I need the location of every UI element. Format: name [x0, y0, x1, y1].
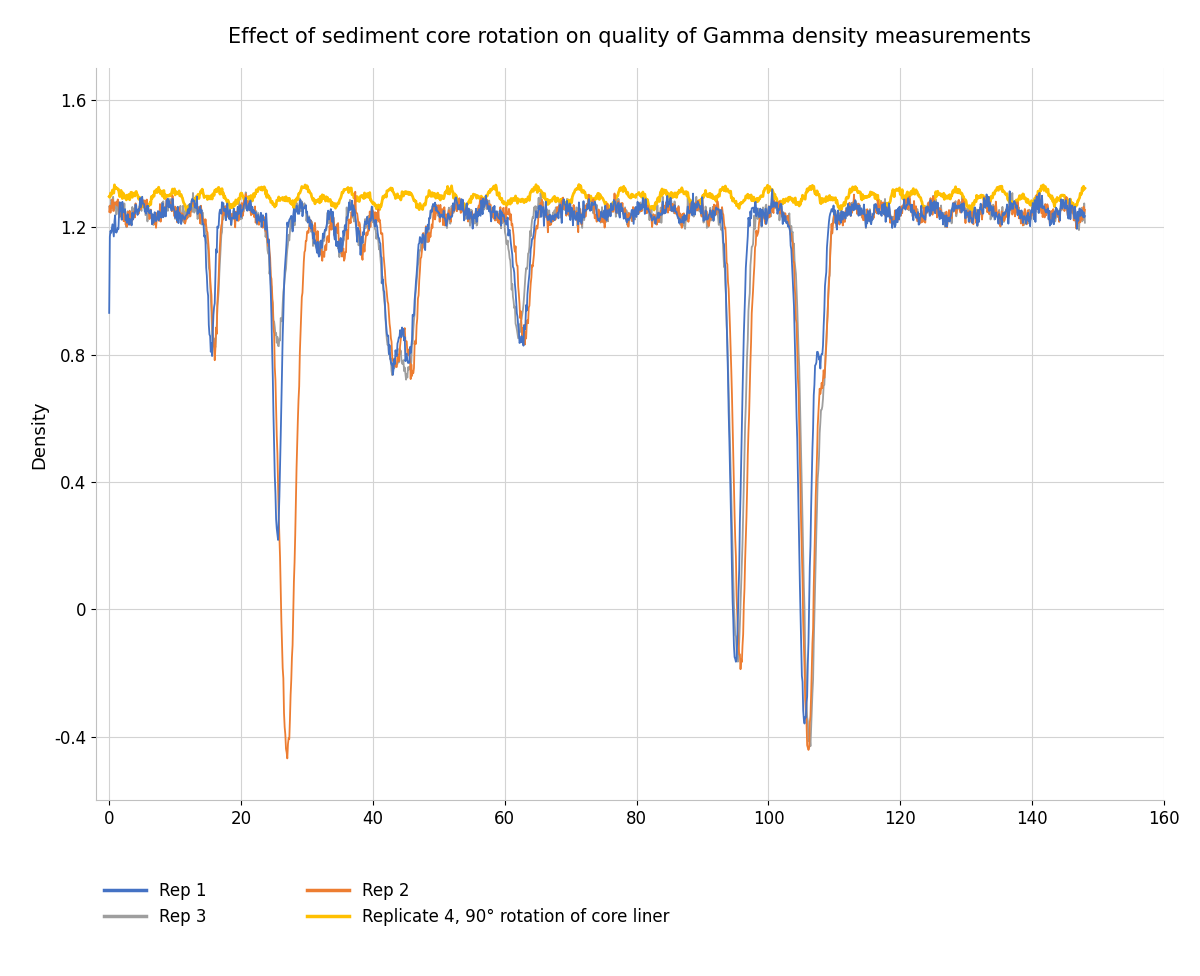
Legend: Rep 1, Rep 3, Rep 2, Replicate 4, 90° rotation of core liner: Rep 1, Rep 3, Rep 2, Replicate 4, 90° ro… — [104, 882, 670, 926]
Replicate 4, 90° rotation of core liner — [234, 187, 248, 199]
Rep 3 — [1054, 196, 1068, 208]
Y-axis label: Density: Density — [30, 400, 48, 468]
Rep 3 — [102, 201, 116, 213]
Replicate 4, 90° rotation of core liner — [1027, 195, 1042, 207]
Rep 1 — [1040, 206, 1055, 218]
Rep 1 — [102, 307, 116, 319]
Rep 2 — [1078, 204, 1092, 216]
Rep 3 — [239, 186, 253, 198]
Rep 3 — [448, 197, 462, 209]
Rep 2 — [102, 206, 116, 218]
Rep 2 — [1054, 203, 1068, 215]
Replicate 4, 90° rotation of core liner — [796, 190, 810, 202]
Line: Rep 1: Rep 1 — [109, 189, 1085, 723]
Rep 2 — [280, 752, 294, 764]
Line: Rep 3: Rep 3 — [109, 192, 1085, 747]
Title: Effect of sediment core rotation on quality of Gamma density measurements: Effect of sediment core rotation on qual… — [228, 27, 1032, 47]
Replicate 4, 90° rotation of core liner — [1054, 189, 1068, 201]
Rep 3 — [1078, 217, 1092, 228]
Rep 3 — [233, 214, 247, 225]
Rep 1 — [1054, 193, 1068, 205]
Rep 1 — [764, 183, 779, 195]
Rep 1 — [1027, 214, 1042, 225]
Rep 3 — [1040, 207, 1055, 219]
Replicate 4, 90° rotation of core liner — [102, 191, 116, 203]
Rep 2 — [448, 200, 462, 212]
Replicate 4, 90° rotation of core liner — [179, 205, 193, 217]
Line: Rep 2: Rep 2 — [109, 191, 1085, 758]
Rep 2 — [1027, 209, 1042, 221]
Replicate 4, 90° rotation of core liner — [1040, 184, 1055, 196]
Rep 1 — [1078, 210, 1092, 222]
Rep 3 — [1027, 210, 1042, 222]
Rep 2 — [796, 616, 810, 628]
Rep 1 — [796, 676, 810, 688]
Rep 3 — [796, 515, 810, 527]
Rep 2 — [233, 209, 247, 221]
Rep 1 — [446, 201, 461, 213]
Replicate 4, 90° rotation of core liner — [571, 179, 586, 190]
Rep 1 — [233, 199, 247, 211]
Rep 1 — [797, 717, 811, 729]
Replicate 4, 90° rotation of core liner — [448, 191, 462, 203]
Rep 2 — [1040, 198, 1055, 210]
Line: Replicate 4, 90° rotation of core liner: Replicate 4, 90° rotation of core liner — [109, 184, 1085, 211]
Rep 3 — [803, 741, 817, 752]
Rep 2 — [348, 185, 362, 197]
Replicate 4, 90° rotation of core liner — [1078, 183, 1092, 194]
